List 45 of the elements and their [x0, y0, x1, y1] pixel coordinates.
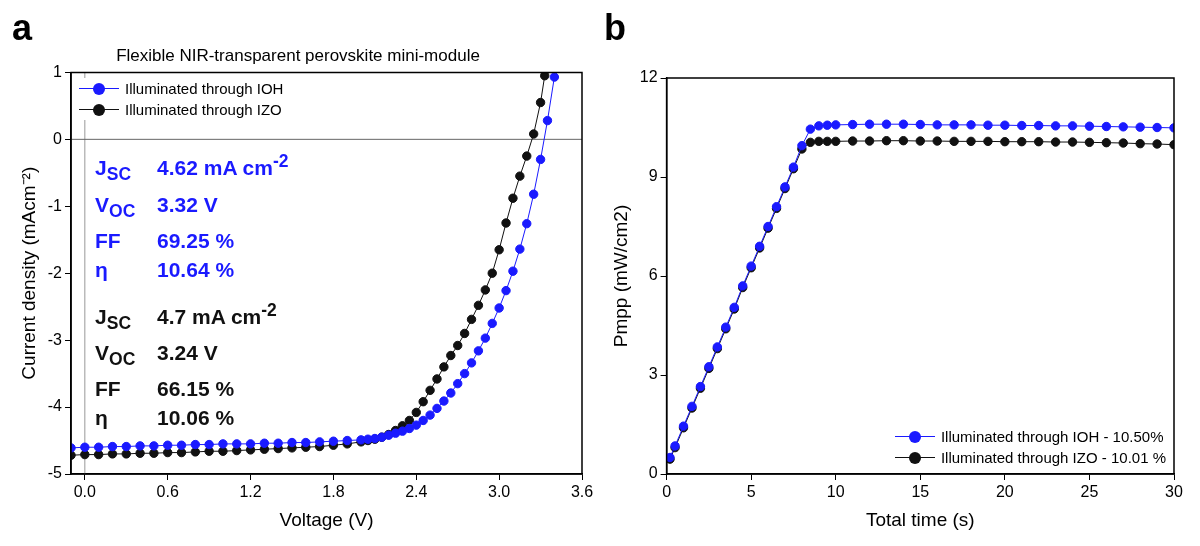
y-tick-label: -5: [47, 464, 63, 482]
text: V$_{OC}$ 3.24 V: [95, 340, 218, 370]
y-tick-label: 6: [648, 266, 658, 284]
x-tick-label: 10: [826, 483, 845, 501]
y-tick-label: -4: [47, 397, 63, 415]
text: a: [12, 7, 33, 48]
text: b: [604, 7, 626, 48]
x-tick-label: 2.4: [405, 483, 428, 501]
y-tick-label: 3: [648, 365, 658, 383]
legend-label: Illuminated through IZO: [125, 101, 282, 119]
y-tick-label: 1: [53, 62, 63, 80]
y-tick-label: 12: [639, 68, 658, 86]
text: η 10.06 %: [95, 406, 235, 430]
x-tick-label: 0.0: [73, 483, 97, 501]
y-tick-label: -2: [47, 263, 63, 281]
y-axis-title: Pmpp (mW/cm2): [609, 204, 631, 348]
x-tick-label: 3.6: [570, 483, 594, 501]
text: FF 66.15 %: [95, 377, 235, 401]
y-tick-label: 0: [648, 464, 658, 482]
x-tick-label: 1.2: [239, 483, 262, 501]
x-tick-label: 1.8: [322, 483, 345, 501]
x-tick-label: 25: [1080, 483, 1099, 501]
y-tick-label: -1: [47, 196, 63, 214]
x-tick-label: 15: [911, 483, 930, 501]
legend-label: Illuminated through IZO - 10.01 %: [940, 449, 1166, 466]
text: V$_{OC}$ 3.32 V: [95, 192, 218, 221]
x-axis-title: Voltage (V): [279, 508, 374, 530]
x-axis-title: Total time (s): [865, 508, 975, 530]
x-tick-label: 0: [662, 483, 672, 501]
legend-label: Illuminated through IOH: [125, 80, 284, 98]
text: J$_{SC}$ 4.7 mA cm$^{-2}$: [95, 299, 277, 333]
y-tick-label: 9: [648, 167, 658, 185]
text: J$_{SC}$ 4.62 mA cm$^{-2}$: [95, 151, 289, 185]
y-tick-label: -3: [47, 330, 63, 348]
x-tick-label: 20: [995, 483, 1014, 501]
x-tick-label: 0.6: [156, 483, 179, 501]
x-tick-label: 5: [746, 483, 756, 501]
x-tick-label: 3.0: [488, 483, 511, 501]
y-tick-label: 0: [53, 129, 63, 147]
x-tick-label: 30: [1165, 483, 1183, 501]
text: η 10.64 %: [95, 257, 235, 281]
text: FF 69.25 %: [95, 228, 235, 252]
y-axis-title: Current density (mAcm⁻²): [17, 166, 39, 380]
chart-title: Flexible NIR-transparent perovskite mini-module: [116, 45, 480, 65]
legend-label: Illuminated through IOH - 10.50%: [940, 428, 1164, 445]
